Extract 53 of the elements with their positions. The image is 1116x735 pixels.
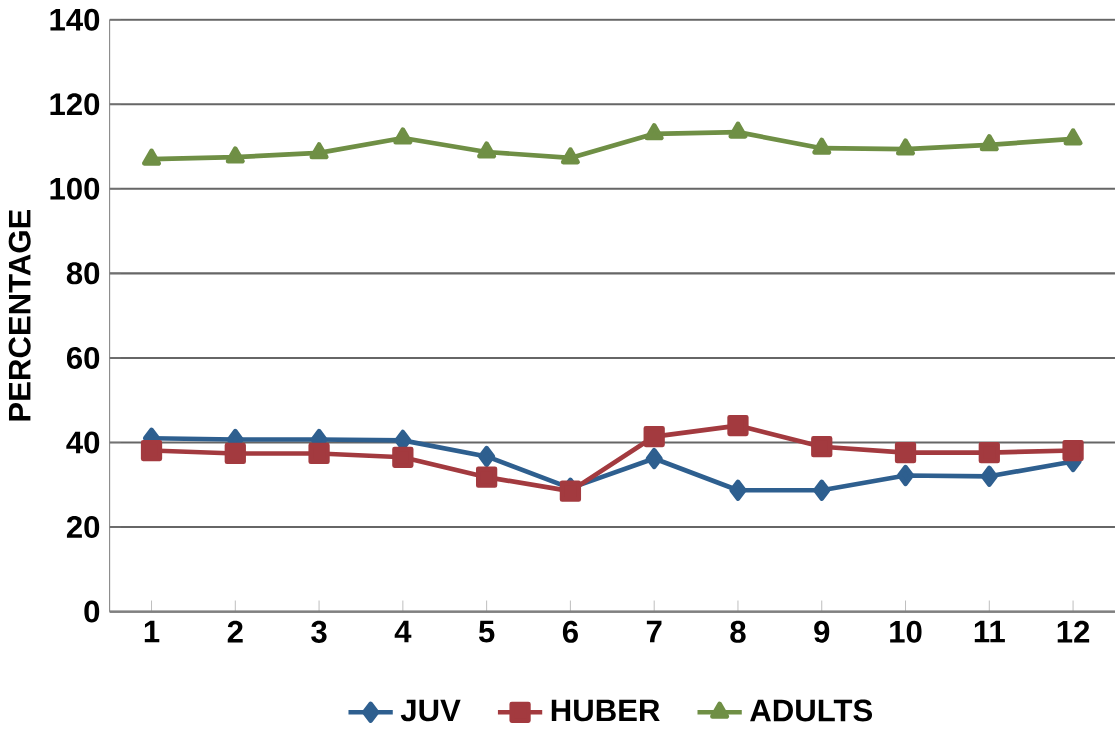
point — [643, 425, 665, 447]
x-tick-label: 1 — [144, 620, 160, 642]
y-tick-label: 80 — [66, 262, 100, 285]
point — [393, 127, 413, 145]
point — [392, 446, 414, 468]
point — [1062, 439, 1084, 461]
point — [812, 137, 832, 155]
point — [478, 445, 496, 467]
y-tick-label: 140 — [50, 8, 100, 31]
point — [644, 122, 664, 141]
point — [141, 148, 162, 166]
point — [560, 147, 580, 165]
x-tick-label: 6 — [562, 620, 578, 643]
point — [729, 479, 747, 501]
x-tick-label: 11 — [974, 620, 1005, 642]
legend-label: ADULTS — [750, 699, 873, 722]
point — [224, 442, 246, 464]
y-axis-title: PERCENTAGE — [8, 209, 31, 421]
x-tick-label: 10 — [890, 620, 922, 643]
point — [475, 466, 498, 488]
point — [308, 442, 330, 464]
y-tick-label: 60 — [66, 346, 100, 369]
point — [980, 465, 998, 487]
point — [728, 121, 748, 139]
x-tick-label: 3 — [311, 620, 327, 643]
point — [896, 464, 915, 486]
x-tick-label: 8 — [730, 620, 746, 643]
y-tick-label: 120 — [50, 92, 100, 116]
point — [811, 435, 833, 458]
point — [140, 439, 163, 461]
point — [813, 479, 831, 501]
point — [894, 441, 917, 464]
y-tick-label: 100 — [50, 177, 100, 200]
x-tick-label: 9 — [814, 620, 830, 643]
y-tick-label: 0 — [84, 600, 100, 623]
y-tick-label: 20 — [66, 515, 100, 538]
point — [895, 138, 916, 156]
x-tick-label: 2 — [227, 620, 243, 643]
x-tick-label: 5 — [478, 620, 495, 643]
point — [477, 141, 497, 159]
point — [727, 414, 749, 436]
x-tick-label: 4 — [394, 620, 412, 642]
point — [225, 146, 245, 164]
legend-label: JUV — [400, 699, 461, 722]
y-tick-label: 40 — [66, 431, 100, 454]
legend-label: HUBER — [551, 699, 660, 722]
point — [978, 441, 1000, 464]
x-tick-label: 12 — [1057, 620, 1090, 643]
point — [979, 133, 999, 152]
x-tick-label: 7 — [646, 620, 662, 642]
point — [309, 141, 329, 160]
point — [645, 447, 663, 469]
point — [1063, 128, 1083, 146]
